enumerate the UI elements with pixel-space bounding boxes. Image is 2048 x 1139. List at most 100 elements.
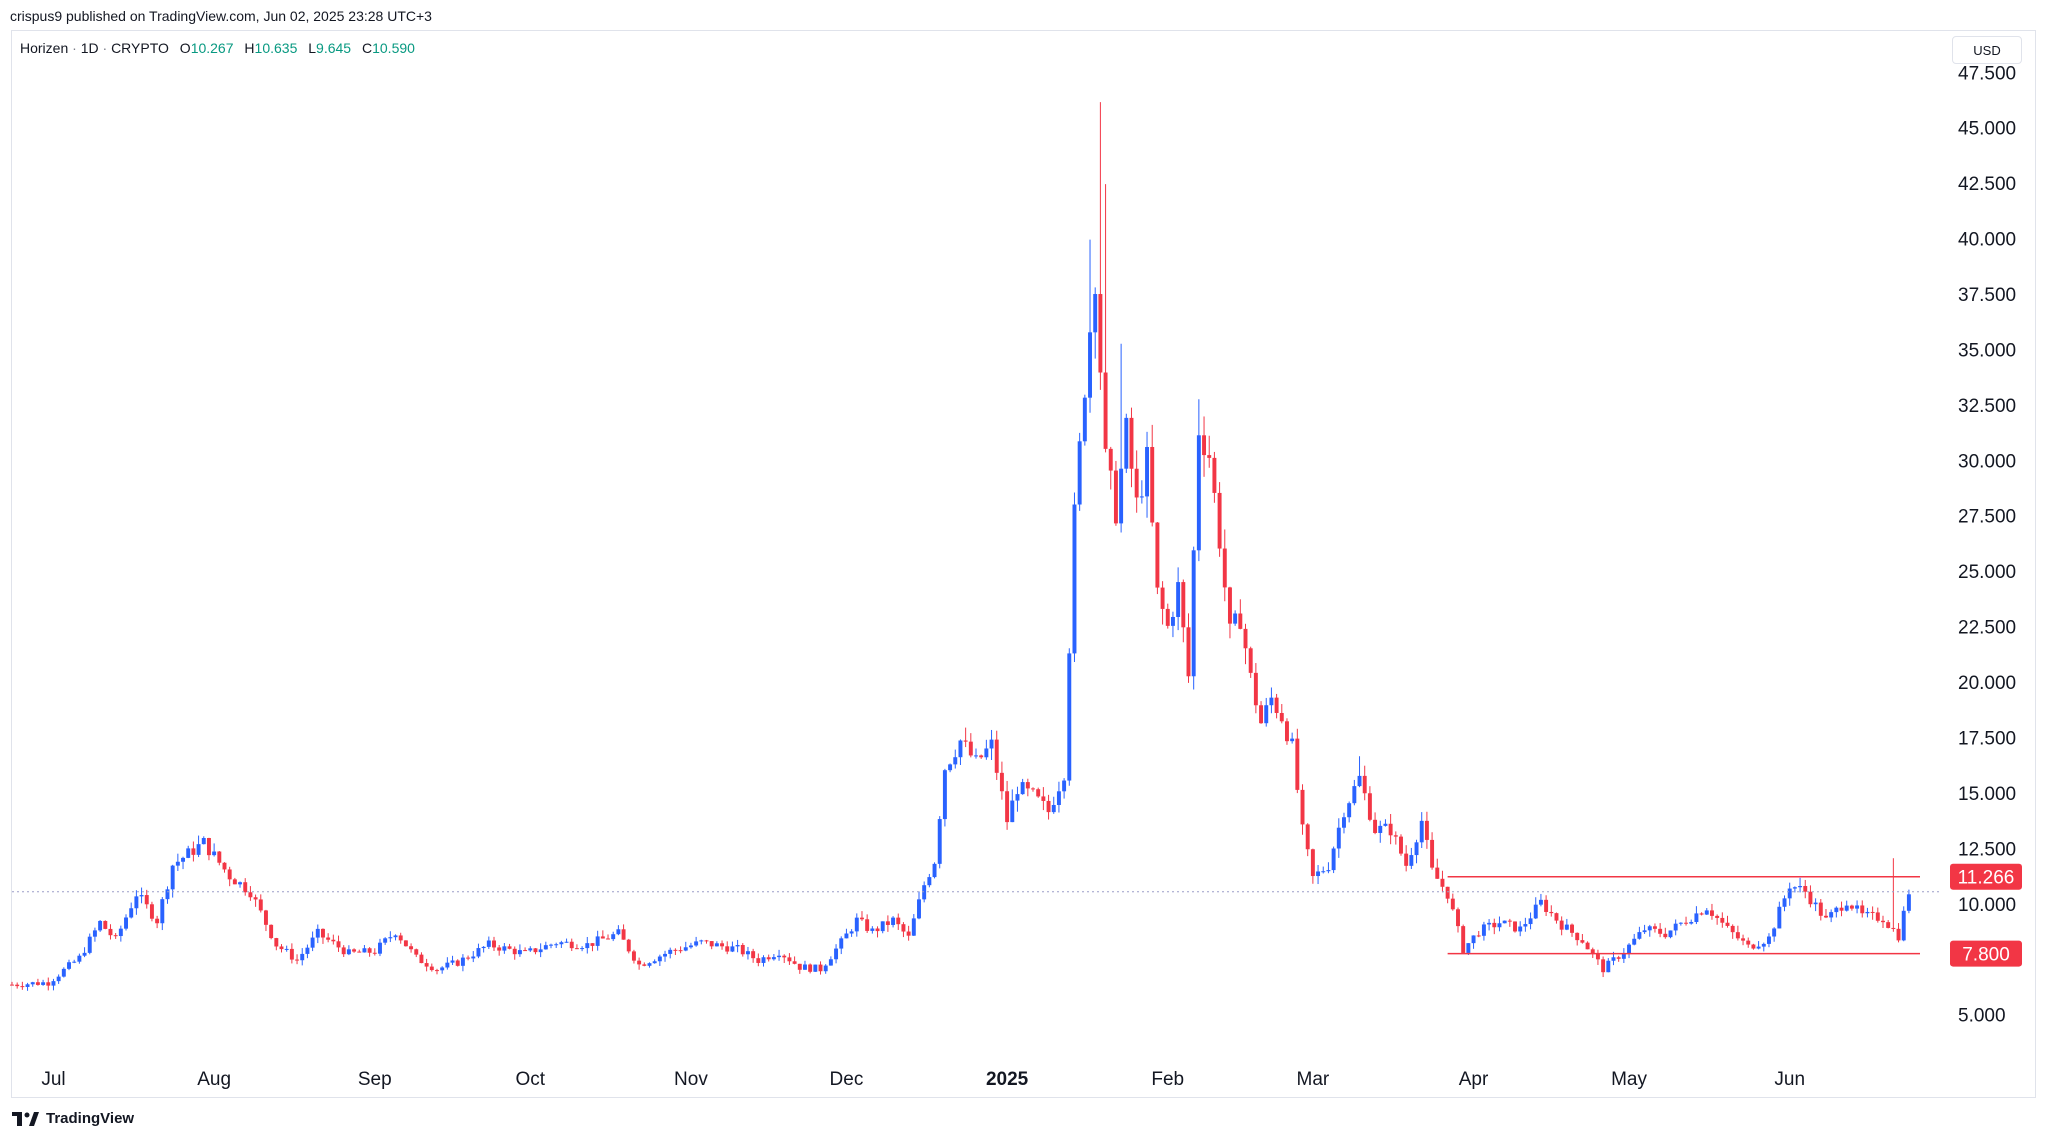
candle-body bbox=[98, 920, 103, 931]
candle-body bbox=[533, 948, 538, 953]
legend-separator: · bbox=[72, 40, 81, 56]
x-tick-label: Nov bbox=[674, 1069, 708, 1090]
brand-name: TradingView bbox=[46, 1110, 135, 1127]
candle-body bbox=[253, 897, 258, 900]
candle-body bbox=[808, 964, 813, 972]
candle-body bbox=[1549, 911, 1554, 914]
candle-body bbox=[880, 921, 885, 932]
close-value: 10.590 bbox=[372, 40, 415, 56]
candle-body bbox=[1409, 855, 1414, 866]
candle-body bbox=[1621, 953, 1626, 959]
candle-body bbox=[1440, 878, 1445, 887]
candle-body bbox=[1844, 905, 1849, 911]
candle-body bbox=[1238, 613, 1243, 629]
candle-body bbox=[585, 943, 590, 949]
candle-body bbox=[1108, 448, 1113, 471]
candle-body bbox=[688, 945, 693, 948]
candle-body bbox=[61, 968, 66, 977]
candle-body bbox=[1585, 942, 1590, 950]
candle-body bbox=[761, 957, 766, 963]
level-badge-label: 11.266 bbox=[1958, 868, 2015, 889]
candle-body bbox=[885, 921, 890, 925]
candle-body bbox=[839, 938, 844, 949]
y-tick-label: 20.000 bbox=[1958, 673, 2016, 694]
candle-body bbox=[320, 928, 325, 938]
symbol-name[interactable]: Horizen bbox=[20, 40, 69, 56]
candle-body bbox=[517, 950, 522, 955]
candle-body bbox=[559, 942, 564, 945]
candle-body bbox=[258, 899, 263, 911]
candle-body bbox=[932, 863, 937, 878]
candle-body bbox=[1875, 912, 1880, 921]
symbol-interval[interactable]: 1D bbox=[80, 40, 99, 56]
candle-body bbox=[82, 952, 87, 956]
x-tick-label: Dec bbox=[830, 1069, 864, 1090]
candle-body bbox=[1580, 940, 1585, 943]
candle-body bbox=[113, 935, 118, 937]
candle-body bbox=[1202, 435, 1207, 456]
candle-body bbox=[1559, 920, 1564, 930]
candle-body bbox=[1694, 913, 1699, 923]
candle-body bbox=[1518, 926, 1523, 932]
candle-body bbox=[958, 740, 963, 758]
footer-brand[interactable]: TradingView bbox=[12, 1110, 134, 1127]
candle-body bbox=[1362, 775, 1367, 794]
candle-body bbox=[942, 770, 947, 820]
currency-button[interactable]: USD bbox=[1952, 36, 2022, 64]
candle-body bbox=[440, 967, 445, 971]
candle-body bbox=[1481, 924, 1486, 936]
candle-body bbox=[543, 945, 548, 950]
candle-body bbox=[647, 963, 652, 966]
candle-body bbox=[196, 844, 201, 855]
candle-body bbox=[476, 948, 481, 957]
candle-body bbox=[777, 955, 782, 958]
candle-body bbox=[549, 944, 553, 946]
candle-body bbox=[771, 957, 776, 960]
close-label: C bbox=[361, 40, 373, 56]
y-tick-label: 30.000 bbox=[1958, 451, 2016, 472]
candle-body bbox=[1881, 920, 1885, 923]
candle-body bbox=[1839, 907, 1844, 911]
candle-body bbox=[823, 965, 828, 972]
price-chart[interactable]: 5.000 10.000 12.500 15.000 17.500 20.000 22.50… bbox=[0, 0, 2048, 1100]
candle-body bbox=[802, 964, 807, 970]
candle-body bbox=[341, 947, 346, 955]
y-tick-label: 35.000 bbox=[1958, 340, 2016, 361]
candle-body bbox=[284, 948, 289, 950]
candle-body bbox=[92, 930, 97, 937]
candle-body bbox=[1310, 849, 1315, 877]
candle-body bbox=[1103, 372, 1108, 449]
high-value: 10.635 bbox=[254, 40, 298, 56]
candle-body bbox=[657, 956, 662, 962]
candle-body bbox=[792, 961, 797, 964]
symbol-legend: Horizen · 1D · CRYPTO O10.267 H10.635 L9… bbox=[20, 40, 415, 56]
x-tick-label: Feb bbox=[1151, 1069, 1184, 1090]
candle-body bbox=[336, 941, 341, 948]
candle-body bbox=[419, 954, 424, 964]
candle-body bbox=[1824, 915, 1828, 918]
candle-body bbox=[1321, 871, 1326, 873]
candle-body bbox=[1357, 775, 1362, 787]
candle-body bbox=[1062, 780, 1067, 792]
candle-body bbox=[911, 918, 916, 936]
candle-body bbox=[1300, 789, 1305, 825]
candle-body bbox=[232, 879, 237, 885]
candle-body bbox=[652, 961, 657, 964]
candle-body bbox=[1860, 905, 1865, 914]
candle-body bbox=[828, 959, 833, 966]
candle-body bbox=[1010, 800, 1015, 823]
candle-body bbox=[1886, 922, 1891, 928]
candle-body bbox=[108, 928, 113, 936]
candle-body bbox=[1181, 582, 1186, 628]
candle-body bbox=[1564, 924, 1569, 930]
x-tick-label: May bbox=[1611, 1069, 1647, 1090]
candle-body bbox=[1367, 793, 1372, 820]
candle-body bbox=[1642, 930, 1647, 933]
candle-body bbox=[860, 917, 864, 920]
level-badge-label: 7.800 bbox=[1962, 945, 2010, 966]
candle-body bbox=[1196, 435, 1201, 551]
candle-body bbox=[709, 941, 714, 947]
open-label: O bbox=[179, 40, 191, 56]
candle-body bbox=[621, 929, 626, 940]
candle-body bbox=[1896, 928, 1901, 941]
